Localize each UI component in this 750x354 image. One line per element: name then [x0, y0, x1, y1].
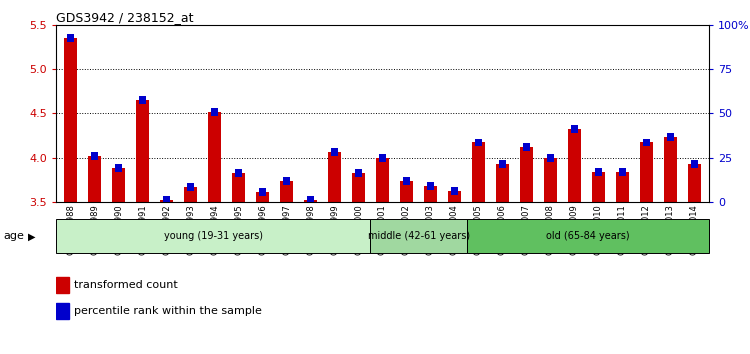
- Bar: [160, 200, 173, 202]
- Bar: [91, 152, 98, 160]
- Bar: [355, 169, 362, 177]
- Bar: [64, 38, 77, 202]
- Bar: [448, 191, 461, 202]
- Bar: [640, 143, 653, 202]
- Bar: [592, 172, 605, 202]
- Bar: [259, 188, 266, 196]
- Bar: [496, 164, 509, 202]
- Bar: [400, 181, 413, 202]
- Bar: [643, 138, 650, 147]
- Bar: [136, 100, 149, 202]
- Bar: [139, 96, 146, 104]
- Bar: [523, 143, 530, 151]
- Bar: [187, 183, 194, 191]
- Bar: [56, 219, 370, 253]
- Bar: [370, 219, 467, 253]
- Bar: [467, 219, 709, 253]
- Bar: [331, 148, 338, 156]
- Bar: [280, 181, 293, 202]
- Bar: [352, 172, 365, 202]
- Bar: [544, 158, 557, 202]
- Bar: [403, 177, 410, 185]
- Bar: [664, 137, 677, 202]
- Bar: [427, 182, 434, 190]
- Bar: [451, 187, 458, 195]
- Text: ▶: ▶: [28, 231, 35, 241]
- Bar: [88, 156, 101, 202]
- Bar: [688, 164, 701, 202]
- Text: age: age: [4, 231, 25, 241]
- Text: transformed count: transformed count: [74, 280, 178, 290]
- Bar: [163, 196, 170, 204]
- Text: old (65-84 years): old (65-84 years): [546, 231, 630, 241]
- Bar: [304, 200, 317, 202]
- Bar: [376, 158, 389, 202]
- Text: GDS3942 / 238152_at: GDS3942 / 238152_at: [56, 11, 194, 24]
- Bar: [499, 160, 506, 168]
- Bar: [616, 172, 629, 202]
- Bar: [424, 186, 437, 202]
- Bar: [115, 164, 122, 172]
- Bar: [475, 138, 482, 147]
- Bar: [208, 113, 221, 202]
- Bar: [256, 192, 269, 202]
- Bar: [571, 125, 578, 133]
- Bar: [211, 108, 218, 116]
- Bar: [595, 168, 602, 176]
- Bar: [67, 34, 74, 42]
- Bar: [568, 129, 581, 202]
- Bar: [691, 160, 698, 168]
- Bar: [619, 168, 626, 176]
- Bar: [667, 133, 674, 141]
- Bar: [56, 303, 69, 319]
- Bar: [520, 147, 533, 202]
- Bar: [379, 154, 386, 161]
- Bar: [307, 196, 314, 204]
- Bar: [56, 277, 69, 293]
- Text: percentile rank within the sample: percentile rank within the sample: [74, 306, 262, 316]
- Bar: [235, 170, 242, 177]
- Bar: [328, 152, 341, 202]
- Bar: [472, 143, 485, 202]
- Bar: [184, 187, 197, 202]
- Bar: [547, 154, 554, 161]
- Bar: [232, 173, 245, 202]
- Bar: [283, 177, 290, 185]
- Bar: [112, 168, 125, 202]
- Text: young (19-31 years): young (19-31 years): [164, 231, 262, 241]
- Text: middle (42-61 years): middle (42-61 years): [368, 231, 470, 241]
